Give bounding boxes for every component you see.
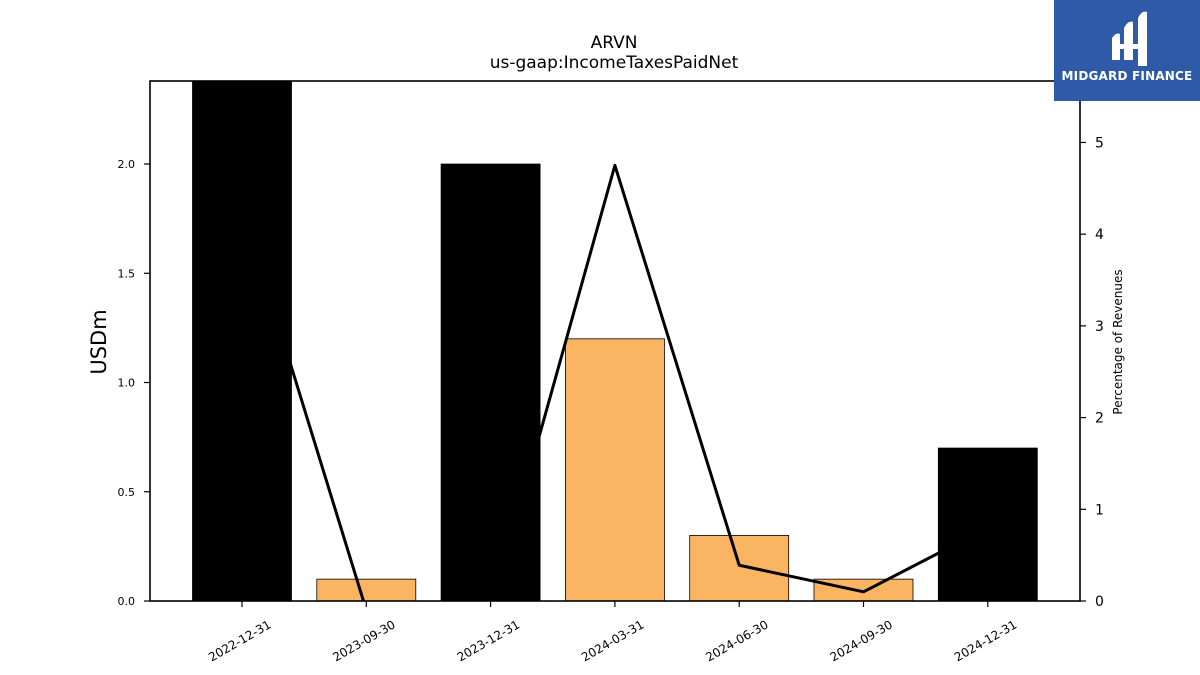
logo-mark-icon	[1112, 11, 1147, 67]
bars-group	[192, 81, 1038, 601]
y2-axis-label: Percentage of Revenues	[1111, 269, 1125, 414]
x-tick-label: 2024-12-31	[952, 617, 1019, 664]
chart-subtitle: us-gaap:IncomeTaxesPaidNet	[490, 53, 739, 73]
y-tick-label: 1.5	[118, 267, 136, 280]
x-tick-label: 2023-12-31	[455, 617, 522, 664]
y-axis-label: USDm	[87, 309, 111, 374]
y2-tick-label: 4	[1095, 227, 1104, 243]
brand-logo: MIDGARD FINANCE	[1054, 0, 1200, 101]
y-tick-label: 2.0	[118, 158, 136, 171]
x-tick-label: 2023-09-30	[330, 617, 397, 664]
y-tick-label: 0.0	[118, 595, 136, 608]
y-tick-label: 1.0	[118, 377, 136, 390]
bar-2023-09-30	[316, 578, 417, 601]
line-group	[240, 163, 989, 601]
y-tick-label: 0.5	[118, 486, 136, 499]
x-tick-label: 2024-03-31	[579, 617, 646, 664]
y2-tick-label: 0	[1095, 594, 1104, 610]
y2-tick-label: 5	[1095, 135, 1104, 151]
line-percentage-of-revenues	[240, 163, 989, 601]
y2-tick-label: 3	[1095, 319, 1104, 335]
brand-name: MIDGARD FINANCE	[1061, 69, 1193, 83]
y2-tick-label: 1	[1095, 502, 1104, 518]
x-tick-label: 2024-09-30	[828, 617, 895, 664]
bar-2022-12-31	[192, 81, 292, 601]
bar-2024-12-31	[937, 447, 1038, 601]
x-tick-label: 2022-12-31	[206, 617, 273, 664]
bar-2024-09-30	[813, 578, 914, 601]
bar-2023-12-31	[440, 163, 541, 601]
x-tick-label: 2024-06-30	[703, 617, 770, 664]
chart-title: ARVN	[591, 33, 638, 53]
y2-tick-label: 2	[1095, 411, 1104, 427]
bar-2024-03-31	[565, 338, 665, 601]
bar-2024-06-30	[689, 535, 790, 601]
